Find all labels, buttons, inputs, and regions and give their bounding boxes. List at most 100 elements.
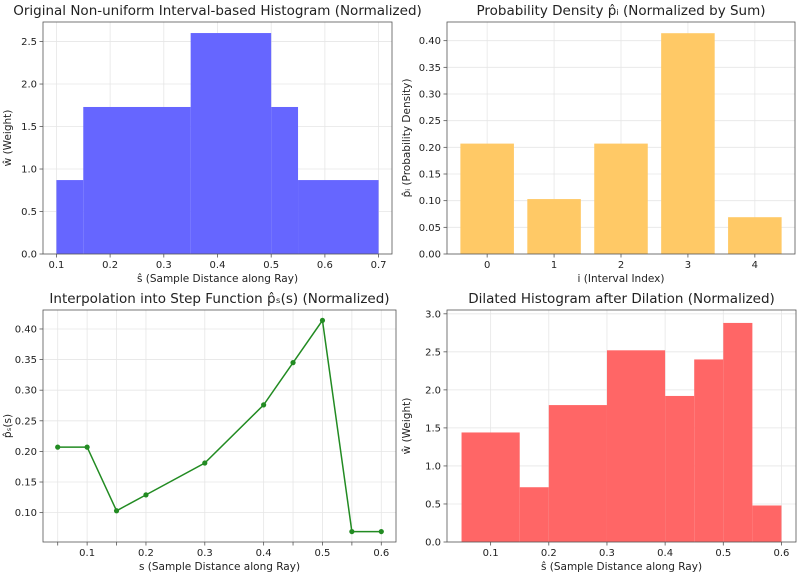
x-tick-label: 0.3 — [599, 548, 615, 559]
y-axis: 0.0 0.5 1.0 1.5 2.0 2.5 3.0 — [425, 309, 447, 549]
x-axis-label: ŝ (Sample Distance along Ray) — [137, 273, 298, 285]
histogram-bar — [723, 322, 753, 542]
x-tick-label: 0.5 — [263, 260, 279, 271]
histogram-bar — [752, 505, 782, 542]
y-tick-label: 0.05 — [419, 223, 441, 234]
x-tick-label: 0 — [484, 260, 490, 271]
y-tick-label: 0.15 — [419, 170, 441, 181]
subplot-3: 0.1 0.2 0.3 0.4 0.5 0.60.100.150.200.250.300.… — [2, 291, 397, 572]
histogram-bar — [519, 487, 549, 542]
series-line — [57, 318, 382, 533]
subplot-4: 0.1 0.2 0.3 0.4 0.5 0.6 0.0 0.5 1.0 1.5 2.0 2.5 3.0 D… — [401, 291, 797, 572]
y-tick-label: 0.20 — [15, 447, 37, 458]
y-tick-label: 1.0 — [21, 165, 37, 176]
y-axis-label: p̂ᵢ (Probability Density) — [401, 79, 413, 198]
bar — [460, 143, 514, 254]
y-tick-label: 0.40 — [419, 36, 441, 47]
y-tick-label: 3.0 — [425, 309, 441, 320]
y-tick-label: 0.30 — [419, 90, 441, 101]
data-point — [143, 492, 149, 498]
data-marks — [461, 322, 782, 542]
y-tick-label: 1.0 — [425, 461, 441, 472]
subplot-2: 0 1 2 3 4 0.00 0.05 0.10 0.15 0.20 0.25 0.30 0.35 0.4… — [401, 3, 796, 285]
y-axis-label: p̂ₛ(s) — [2, 414, 14, 438]
x-tick-label: 0.1 — [483, 548, 499, 559]
y-tick-label: 1.5 — [425, 423, 441, 434]
chart-title: Dilated Histogram after Dilation (Normal… — [468, 291, 775, 307]
bar — [594, 143, 648, 254]
y-tick-label: 0.40 — [15, 324, 37, 335]
x-tick-label: 0.6 — [774, 548, 790, 559]
y-tick-label: 0.35 — [419, 63, 441, 74]
data-point — [84, 444, 90, 450]
y-tick-label: 0.25 — [419, 116, 441, 127]
data-point — [378, 528, 384, 535]
histogram-bar — [56, 180, 84, 254]
bar — [527, 199, 581, 254]
y-tick-label: 0.5 — [425, 499, 441, 510]
subplot-1: 0.1 0.2 0.3 0.4 0.5 0.6 0.7 0.0 0.5 1.0 1.5 2.0 2.5 O… — [2, 3, 422, 285]
x-axis-label: s (Sample Distance along Ray) — [139, 561, 300, 572]
x-tick-label: 0.5 — [715, 548, 731, 559]
data-point — [202, 460, 208, 466]
y-tick-label: 0.35 — [15, 355, 37, 366]
x-tick-label: 1 — [551, 260, 557, 271]
data-point — [349, 528, 355, 535]
x-tick-label: 2 — [618, 260, 624, 271]
y-tick-label: 0.25 — [15, 416, 37, 427]
y-axis-label: ŵ (Weight) — [2, 110, 14, 167]
x-tick-label: 0.2 — [102, 260, 118, 271]
y-tick-label: 0.10 — [419, 196, 441, 207]
y-tick-label: 2.0 — [425, 385, 441, 396]
bar — [661, 33, 715, 255]
data-point — [113, 508, 120, 514]
x-tick-label: 0.2 — [541, 548, 557, 559]
x-axis: 0.1 0.2 0.3 0.4 0.5 0.6 0.7 — [48, 254, 387, 271]
y-tick-label: 2.5 — [21, 37, 37, 48]
x-tick-label: 0.3 — [197, 548, 213, 559]
y-axis-label: ŵ (Weight) — [401, 398, 413, 455]
x-tick-label: 0.6 — [317, 260, 333, 271]
y-axis: 0.00 0.05 0.10 0.15 0.20 0.25 0.30 0.35 0.40 — [419, 36, 447, 261]
x-tick-label: 0.1 — [79, 548, 95, 559]
chart-title: Probability Density p̂ᵢ (Normalized by S… — [476, 3, 765, 19]
histogram-bar — [548, 405, 607, 542]
x-tick-label: 0.6 — [373, 548, 389, 559]
x-tick-label: 0.4 — [256, 548, 272, 559]
x-axis-label: i (Interval Index) — [578, 273, 665, 285]
bar — [728, 217, 782, 254]
y-tick-label: 0.00 — [419, 250, 441, 261]
x-tick-label: 0.7 — [371, 260, 387, 271]
histogram-bar — [271, 106, 299, 254]
x-tick-label: 0.1 — [48, 260, 64, 271]
x-axis: 0 1 2 3 4 — [484, 254, 758, 271]
y-tick-label: 0.20 — [419, 143, 441, 154]
x-axis: 0.1 0.2 0.3 0.4 0.5 0.6 — [57, 542, 389, 559]
histogram-bar — [606, 350, 666, 542]
data-point — [290, 360, 296, 366]
x-tick-label: 0.4 — [210, 260, 226, 271]
data-point — [55, 444, 61, 450]
histogram-bar — [694, 359, 724, 542]
y-tick-label: 2.5 — [425, 347, 441, 358]
histogram-bar — [461, 432, 520, 542]
x-axis: 0.1 0.2 0.3 0.4 0.5 0.6 — [483, 542, 790, 559]
x-tick-label: 3 — [685, 260, 691, 271]
data-marks — [55, 317, 384, 535]
y-axis: 0.10 0.15 0.20 0.25 0.30 0.35 0.40 — [15, 324, 43, 519]
axes-frame — [42, 309, 397, 543]
grid — [43, 310, 396, 542]
y-tick-label: 0.30 — [15, 386, 37, 397]
x-tick-label: 0.4 — [657, 548, 673, 559]
y-tick-label: 2.0 — [21, 80, 37, 91]
chart-title: Interpolation into Step Function p̂ₛ(s) … — [49, 291, 389, 307]
x-tick-label: 0.3 — [156, 260, 172, 271]
histogram-bar — [190, 33, 272, 254]
x-tick-label: 4 — [752, 260, 758, 271]
histogram-bar — [665, 395, 695, 542]
y-tick-label: 0.10 — [15, 508, 37, 519]
data-marks — [56, 33, 379, 254]
data-point — [319, 317, 326, 324]
data-marks — [460, 33, 782, 255]
